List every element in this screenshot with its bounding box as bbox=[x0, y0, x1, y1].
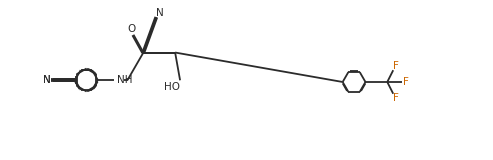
Text: F: F bbox=[393, 61, 399, 71]
Text: F: F bbox=[393, 93, 399, 103]
Text: F: F bbox=[403, 77, 409, 87]
Text: O: O bbox=[127, 24, 136, 34]
Text: N: N bbox=[43, 75, 51, 85]
Text: N: N bbox=[43, 75, 51, 85]
Text: NH: NH bbox=[117, 75, 132, 85]
Text: HO: HO bbox=[164, 82, 180, 92]
Text: N: N bbox=[156, 8, 164, 18]
